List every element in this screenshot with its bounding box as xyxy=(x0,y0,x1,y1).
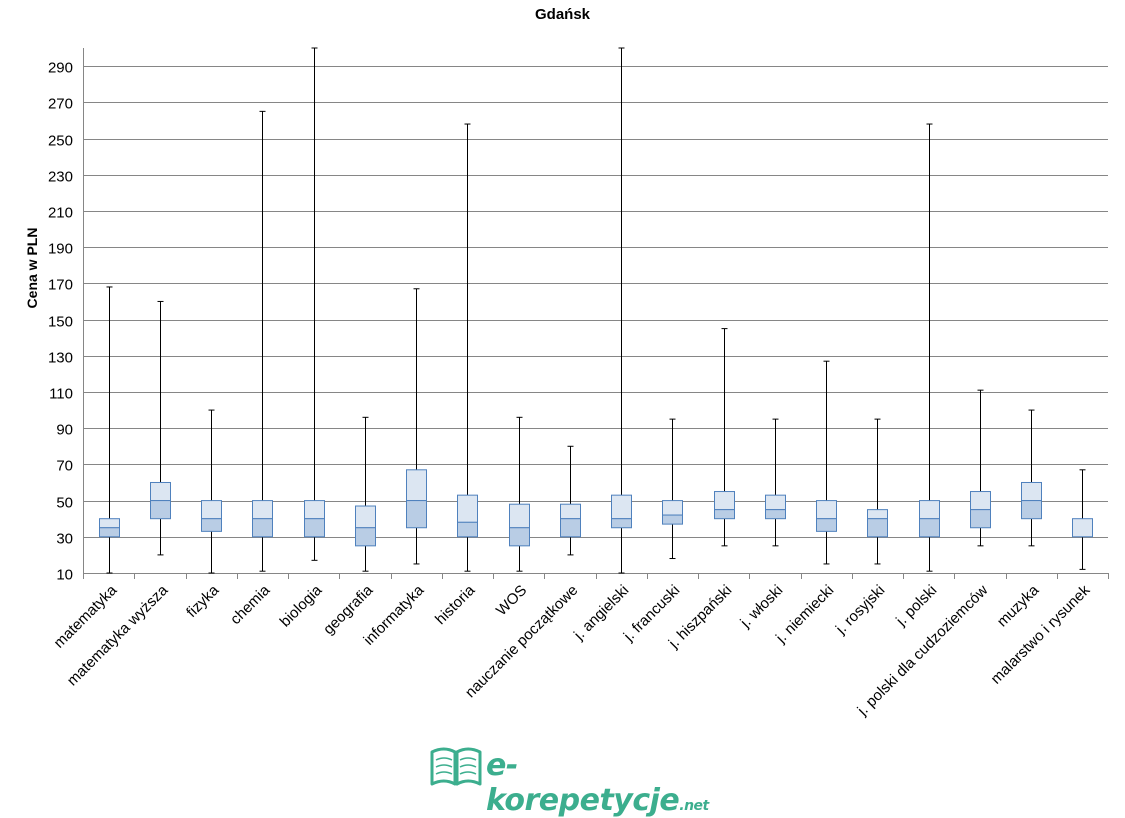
upper-box xyxy=(765,494,786,511)
lower-box xyxy=(662,514,683,525)
upper-box xyxy=(867,509,888,520)
lower-box xyxy=(765,509,786,520)
chart-title: Gdańsk xyxy=(534,6,591,23)
upper-box xyxy=(970,491,991,511)
lower-box xyxy=(611,518,632,529)
upper-box xyxy=(509,503,530,529)
x-tick-label: historia xyxy=(432,581,479,628)
upper-box xyxy=(201,500,222,520)
y-tick-label: 230 xyxy=(48,169,73,186)
y-tick-label: 290 xyxy=(48,60,73,77)
x-tick-label: chemia xyxy=(227,581,274,628)
y-tick-label: 170 xyxy=(48,277,73,294)
y-tick-label: 150 xyxy=(48,314,73,331)
lower-box xyxy=(406,500,427,529)
y-tick-label: 50 xyxy=(56,495,73,512)
x-tick-label: biologia xyxy=(277,581,326,630)
x-tick-label: muzyka xyxy=(994,581,1043,630)
lower-box xyxy=(509,527,530,547)
y-tick-label: 210 xyxy=(48,205,73,222)
lower-box xyxy=(714,509,735,520)
lower-box xyxy=(304,518,325,538)
y-tick-label: 90 xyxy=(56,422,73,439)
logo: e-korepetycje.net xyxy=(428,740,709,818)
upper-box xyxy=(252,500,273,520)
x-tick-label: j. rosyjski xyxy=(832,582,888,638)
lower-box xyxy=(560,518,581,538)
lower-box xyxy=(919,518,940,538)
upper-box xyxy=(150,481,171,502)
lower-box xyxy=(99,527,120,538)
y-tick-label: 30 xyxy=(56,531,73,548)
upper-box xyxy=(919,500,940,520)
x-tick-label: j. włoski xyxy=(736,582,786,632)
upper-box xyxy=(1021,481,1042,502)
x-tick-label: WOS xyxy=(493,582,530,619)
y-tick-label: 10 xyxy=(56,567,73,584)
lower-box xyxy=(201,518,222,532)
upper-box xyxy=(304,500,325,520)
lower-box xyxy=(1021,500,1042,520)
y-tick-label: 70 xyxy=(56,458,73,475)
upper-box xyxy=(714,491,735,511)
lower-box xyxy=(970,509,991,529)
x-tick-label: fizyka xyxy=(183,581,223,621)
logo-suffix: .net xyxy=(679,798,709,814)
x-tick-label: matematyka wyższa xyxy=(64,581,172,689)
lower-box xyxy=(355,527,376,547)
upper-box xyxy=(406,469,427,502)
upper-box xyxy=(560,503,581,520)
lower-box xyxy=(252,518,273,538)
boxplot-chart: 10 30 50 70 90 110 130 150 170 190 210 230 250 270 290… xyxy=(48,47,1109,720)
y-tick-label: 270 xyxy=(48,96,73,113)
y-tick-label: 130 xyxy=(48,350,73,367)
upper-box xyxy=(457,494,478,523)
upper-box xyxy=(355,505,376,529)
y-tick-label: 250 xyxy=(48,133,73,150)
y-tick-label: 190 xyxy=(48,241,73,258)
lower-box xyxy=(867,518,888,538)
lower-box xyxy=(150,500,171,520)
logo-text: e-korepetycje.net xyxy=(486,748,709,818)
upper-box xyxy=(816,500,837,520)
y-tick-label: 110 xyxy=(49,386,73,403)
upper-box xyxy=(662,500,683,516)
x-tick-label: malarstwo i rysunek xyxy=(988,581,1094,687)
upper-box xyxy=(99,518,120,529)
upper-box xyxy=(1072,518,1093,538)
x-tick-label: j. polski xyxy=(892,582,940,630)
logo-name: e-korepetycje xyxy=(486,748,680,818)
open-book-icon xyxy=(430,747,482,786)
upper-box xyxy=(611,494,632,520)
lower-box xyxy=(457,521,478,538)
lower-box xyxy=(816,518,837,532)
